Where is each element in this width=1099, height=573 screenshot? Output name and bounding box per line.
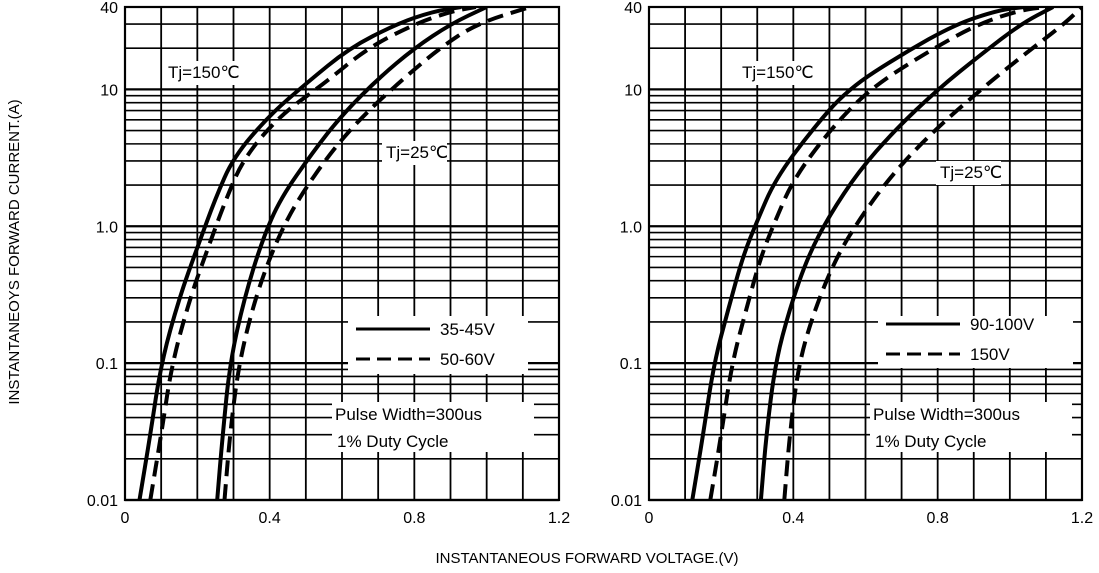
y-tick-label: 10 [624, 82, 642, 99]
x-tick-label: 0.8 [927, 510, 949, 527]
y-tick-label: 1.0 [620, 219, 642, 236]
labels-layer: 0 0.4 0.8 1.2 0.01 0.1 1.0 10 40 Tj=150℃ Tj=25℃ Pul… [87, 0, 1093, 527]
x-tick-label: 1.2 [548, 510, 570, 527]
y-tick-label: 40 [100, 0, 118, 17]
pulse-width-label: Pulse Width=300us [873, 405, 1020, 424]
series-line-solid [215, 7, 488, 500]
legend-label: 50-60V [440, 350, 495, 369]
y-tick-label: 40 [624, 0, 642, 17]
y-tick-label: 1.0 [96, 219, 118, 236]
y-tick-label: 10 [100, 82, 118, 99]
legend-label: 35-45V [440, 320, 495, 339]
conditions-box [332, 402, 534, 452]
annotation-box [382, 141, 447, 165]
series-line-solid [137, 7, 462, 500]
y-tick-label: 0.1 [620, 356, 642, 373]
x-tick-label: 0.4 [259, 510, 281, 527]
series-line-solid [758, 7, 1055, 500]
series-line-dashed [782, 7, 1082, 500]
annotation-box [936, 161, 1001, 185]
series-line-dashed [148, 7, 477, 500]
y-axis-title: INSTANTANEOYS FORWARD CURRENT.(A) [6, 99, 23, 404]
plot-frame-2 [647, 5, 1084, 502]
x-tick-label: 0.4 [782, 510, 804, 527]
curves-layer [137, 7, 1082, 500]
legend-label: 90-100V [970, 315, 1035, 334]
annotation-box [164, 61, 239, 85]
curves-1 [137, 7, 531, 500]
series-line-dashed [708, 7, 1047, 500]
conditions-box [870, 402, 1072, 452]
y-tick-label: 0.01 [87, 493, 118, 510]
x-tick-label: 1.2 [1071, 510, 1093, 527]
annotation-tj-label: Tj=25℃ [386, 143, 448, 162]
legend-box [348, 316, 528, 374]
series-line-solid [690, 7, 1025, 500]
duty-cycle-label: 1% Duty Cycle [875, 432, 986, 451]
plot-frame-1 [123, 5, 561, 502]
x-tick-label: 0.8 [403, 510, 425, 527]
annotation-tj-label: Tj=25℃ [940, 163, 1002, 182]
annotation-box [738, 61, 813, 85]
duty-cycle-label: 1% Duty Cycle [337, 432, 448, 451]
x-tick-label: 0 [121, 510, 130, 527]
y-tick-label: 0.01 [611, 493, 642, 510]
legend-1: 35-45V 50-60V [348, 316, 528, 374]
x-tick-label: 0 [645, 510, 654, 527]
annotation-tj-label: Tj=150℃ [742, 63, 814, 82]
annotations-2: Tj=150℃ Tj=25℃ Pulse Width=300us 1% Duty Cy… [738, 61, 1072, 452]
annotation-tj-label: Tj=150℃ [168, 63, 240, 82]
x-axis-title: INSTANTANEOUS FORWARD VOLTAGE.(V) [435, 550, 738, 567]
annotations-1: Tj=150℃ Tj=25℃ Pulse Width=300us 1% Duty Cy… [164, 61, 534, 452]
legend-2: 90-100V 150V [878, 315, 1073, 368]
curves-2 [690, 7, 1082, 500]
legend-label: 150V [970, 345, 1010, 364]
pulse-width-label: Pulse Width=300us [335, 405, 482, 424]
y-tick-label: 0.1 [96, 356, 118, 373]
